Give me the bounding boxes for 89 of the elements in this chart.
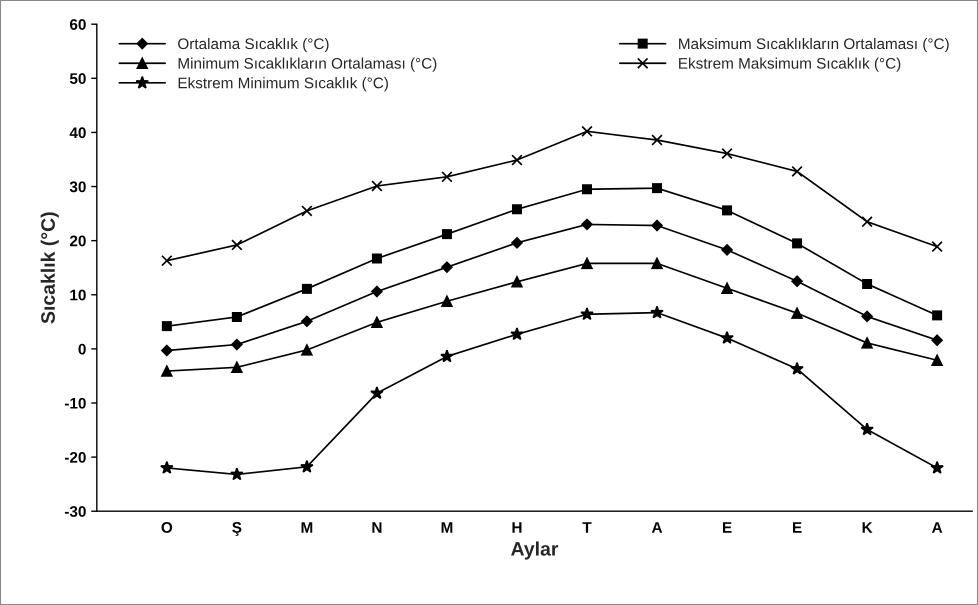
y-tick-label: -10 [64, 398, 86, 409]
point [722, 205, 732, 216]
legend-label: Ortalama Sıcaklık (°C) [178, 38, 329, 52]
point [581, 218, 593, 230]
point [862, 278, 872, 289]
x-tick-label: E [792, 522, 802, 533]
point [510, 327, 524, 340]
point [931, 334, 943, 346]
point [791, 275, 803, 287]
y-tick-label: 20 [70, 236, 86, 246]
y-tick-label: 10 [70, 290, 86, 300]
legend-label: Maksimum Sıcaklıkların Ortalaması (°C) [679, 38, 949, 52]
x-axis-title: Aylar [511, 541, 558, 560]
point [160, 460, 174, 474]
point [861, 216, 873, 228]
point [231, 362, 243, 373]
point [791, 166, 803, 178]
legend-label: Minimum Sıcaklıkların Ortalaması (°C) [178, 58, 436, 72]
x-tick-label: K [862, 522, 872, 533]
point [651, 134, 663, 146]
point [511, 276, 523, 288]
point [511, 237, 523, 249]
x-tick-label: N [372, 522, 382, 533]
point [861, 337, 873, 349]
point [651, 258, 663, 270]
point [580, 307, 594, 320]
point [301, 344, 313, 356]
point [231, 239, 243, 251]
point [370, 386, 384, 400]
point [511, 154, 523, 166]
y-tick-label: -20 [64, 452, 86, 463]
point [440, 349, 454, 362]
point [582, 184, 592, 194]
legend-label: Ekstrem Minimum Sıcaklık (°C) [178, 77, 388, 92]
x-tick-label: H [512, 522, 522, 533]
y-tick-label: 60 [70, 19, 86, 30]
y-tick-label: 0 [78, 344, 86, 355]
point [720, 330, 734, 344]
x-tick-label: O [162, 522, 172, 533]
x-tick-label: Ş [232, 522, 242, 536]
point [930, 460, 944, 474]
point [441, 261, 453, 273]
point [441, 296, 453, 307]
y-tick-label: 50 [70, 73, 86, 84]
point [302, 284, 312, 294]
point [512, 204, 522, 214]
y-tick-label: -30 [64, 506, 86, 517]
point [442, 229, 452, 240]
point [371, 286, 383, 298]
x-tick-label: E [722, 522, 732, 533]
point [651, 220, 663, 232]
point [371, 316, 383, 328]
y-tick-label: 30 [70, 181, 86, 192]
point [441, 171, 453, 182]
point [931, 240, 943, 252]
point [161, 344, 173, 356]
point [861, 310, 873, 322]
point [231, 338, 243, 350]
y-axis-title: Sıcaklık (°C) [40, 212, 59, 324]
point [371, 180, 383, 192]
point [301, 316, 313, 328]
point [860, 422, 874, 436]
point [652, 183, 662, 194]
point [161, 365, 173, 377]
point [931, 354, 943, 366]
point [301, 205, 313, 217]
point [932, 310, 942, 320]
point [721, 148, 733, 160]
point [162, 321, 172, 332]
x-tick-label: M [442, 522, 452, 533]
point [581, 258, 593, 270]
point [792, 238, 802, 248]
point [161, 254, 173, 266]
point [581, 126, 593, 138]
legend-label: Ekstrem Maksimum Sıcaklık (°C) [679, 58, 900, 72]
point [300, 460, 314, 473]
x-tick-label: A [932, 522, 942, 533]
point [790, 362, 804, 375]
point [650, 306, 664, 319]
point [721, 282, 733, 294]
point [372, 254, 382, 264]
point [791, 307, 803, 319]
x-tick-label: A [652, 522, 662, 533]
point [232, 312, 242, 322]
x-tick-label: M [302, 522, 312, 533]
point [721, 244, 733, 256]
y-tick-label: 40 [70, 127, 86, 138]
point [230, 467, 244, 480]
x-tick-label: T [582, 522, 592, 533]
